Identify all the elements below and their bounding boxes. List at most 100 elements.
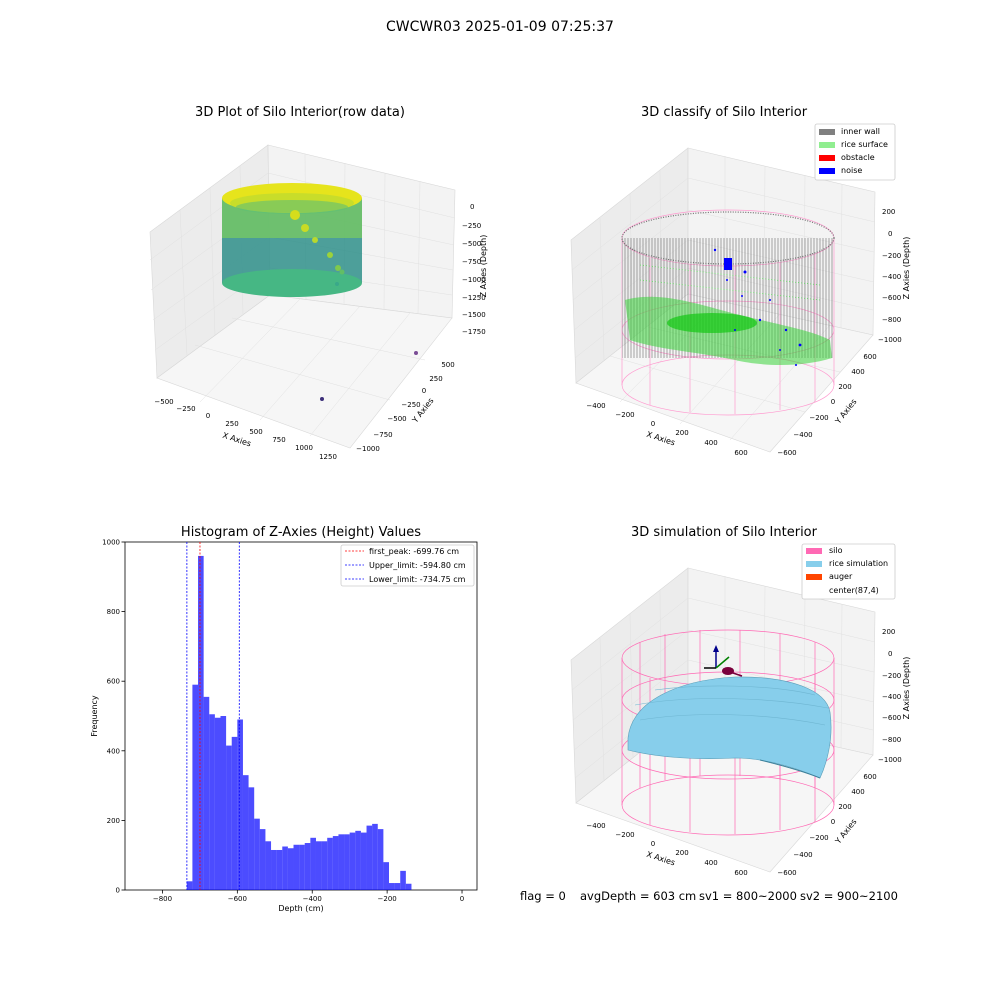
histogram-bar [389, 883, 395, 890]
svg-text:−250: −250 [176, 405, 195, 413]
legend-label-rice-simulation: rice simulation [829, 559, 888, 568]
histogram-bar [254, 818, 260, 890]
legend-swatch-rice-surface [819, 142, 835, 148]
svg-text:−1000: −1000 [462, 276, 486, 284]
histogram-bar [265, 841, 272, 890]
histogram-x-tick-label: 0 [460, 895, 464, 903]
histogram-y-tick-label: 200 [107, 817, 120, 825]
svg-text:−500: −500 [387, 415, 406, 423]
svg-text:−250: −250 [401, 401, 420, 409]
classify-legend: inner wall rice surface obstacle noise [814, 123, 896, 181]
svg-text:0: 0 [831, 818, 835, 826]
svg-text:−500: −500 [462, 240, 481, 248]
svg-text:600: 600 [863, 353, 876, 361]
histogram-x-tick-label: −600 [228, 895, 247, 903]
raw-point-cloud [222, 183, 418, 401]
svg-text:500: 500 [249, 428, 262, 436]
histogram-bar [192, 684, 199, 890]
histogram-bar [332, 836, 339, 890]
histogram-bar [282, 846, 288, 890]
status-line: flag = 0 avgDepth = 603 cm sv1 = 800~200… [520, 889, 898, 903]
svg-text:−200: −200 [615, 831, 634, 839]
svg-text:400: 400 [851, 368, 864, 376]
svg-text:0: 0 [206, 412, 210, 420]
simulation-title: 3D simulation of Silo Interior [631, 525, 818, 540]
histogram-bar [315, 841, 322, 890]
classify-rice-surface [625, 264, 832, 365]
svg-text:−1000: −1000 [878, 336, 902, 344]
classify-ylabel: Y Axies [833, 397, 859, 426]
svg-text:200: 200 [882, 628, 895, 636]
simulation-legend: silo rice simulation auger center(87,4) [801, 543, 896, 600]
histogram-legend: first_peak: -699.76 cm Upper_limit: -594… [340, 544, 475, 587]
histogram-y-tick-label: 800 [107, 608, 120, 616]
svg-text:−750: −750 [462, 258, 481, 266]
panel-classify-3d: 3D classify of Silo Interior [570, 105, 911, 457]
histogram-bar [338, 834, 345, 890]
histogram-bar [321, 841, 328, 890]
svg-text:1250: 1250 [319, 453, 337, 461]
svg-text:400: 400 [704, 859, 717, 867]
histogram-bar [394, 883, 401, 890]
histogram-bar [327, 837, 333, 890]
legend-label-auger: auger [829, 572, 853, 581]
legend-label-noise: noise [841, 166, 862, 175]
svg-text:−400: −400 [793, 851, 812, 859]
status-avg-depth: avgDepth = 603 cm [580, 889, 696, 903]
svg-text:−800: −800 [882, 316, 901, 324]
simulation-xlabel: X Axies [645, 850, 676, 868]
histogram-bar [186, 881, 193, 890]
svg-text:−1250: −1250 [462, 294, 486, 302]
svg-text:−400: −400 [586, 402, 605, 410]
histogram-x-ticks: −800 −600 −400 −200 0 [153, 890, 464, 903]
svg-text:−1750: −1750 [462, 328, 486, 336]
histogram-bar [405, 883, 412, 890]
svg-text:−250: −250 [462, 222, 481, 230]
svg-text:−200: −200 [882, 252, 901, 260]
svg-text:−200: −200 [882, 672, 901, 680]
legend-swatch-noise [819, 168, 835, 174]
histogram-bar [299, 844, 305, 890]
classify-zlabel: Z Axies (Depth) [902, 237, 911, 300]
svg-text:250: 250 [225, 420, 238, 428]
svg-text:−200: −200 [809, 834, 828, 842]
svg-text:−1000: −1000 [356, 445, 380, 453]
histogram-plot-frame [124, 541, 478, 891]
histogram-x-tick-label: −400 [303, 895, 322, 903]
svg-text:−600: −600 [882, 714, 901, 722]
histogram-bar [355, 830, 361, 890]
svg-text:600: 600 [734, 869, 747, 877]
svg-text:0: 0 [831, 398, 835, 406]
svg-text:0: 0 [651, 840, 655, 848]
histogram-bar [287, 848, 294, 890]
histogram-bar [231, 736, 238, 890]
legend-first-peak: first_peak: -699.76 cm [369, 547, 459, 556]
histogram-bar [276, 849, 283, 890]
svg-text:−1500: −1500 [462, 311, 486, 319]
svg-text:−600: −600 [777, 869, 796, 877]
svg-text:200: 200 [882, 208, 895, 216]
svg-text:0: 0 [888, 650, 892, 658]
legend-label-inner-wall: inner wall [841, 127, 880, 136]
legend-swatch-inner-wall [819, 129, 835, 135]
svg-text:−400: −400 [882, 273, 901, 281]
histogram-bar [372, 823, 378, 890]
classify-xlabel: X Axies [645, 430, 676, 448]
svg-text:−500: −500 [154, 398, 173, 406]
svg-text:600: 600 [734, 449, 747, 457]
histogram-bar [360, 832, 367, 890]
histogram-title: Histogram of Z-Axies (Height) Values [181, 525, 421, 540]
histogram-bar [259, 829, 266, 890]
svg-text:0: 0 [651, 420, 655, 428]
histogram-xlabel: Depth (cm) [278, 904, 323, 913]
svg-text:400: 400 [704, 439, 717, 447]
histogram-bar [214, 717, 221, 890]
svg-text:200: 200 [838, 383, 851, 391]
svg-text:250: 250 [429, 375, 442, 383]
panel-simulation-3d: 3D simulation of Silo Interior [570, 525, 911, 877]
legend-label-obstacle: obstacle [841, 153, 875, 162]
histogram-y-ticks: 0 200 400 600 800 1000 [102, 539, 125, 895]
histogram-y-tick-label: 1000 [102, 539, 120, 547]
histogram-bar [400, 870, 406, 890]
panel-raw-3d: 3D Plot of Silo Interior(row data) [149, 105, 488, 461]
